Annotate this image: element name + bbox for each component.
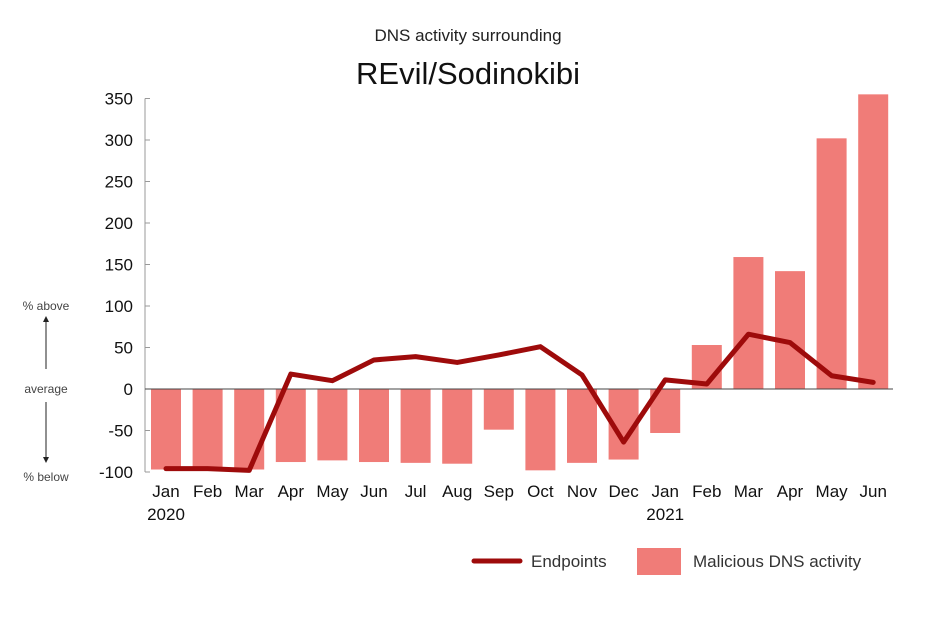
y-tick-label: 250: [105, 173, 133, 192]
bar-malicious-dns: [192, 389, 223, 470]
x-tick-label: Jul: [405, 482, 427, 501]
x-tick-label: Mar: [235, 482, 265, 501]
bar-malicious-dns: [234, 389, 265, 470]
x-axis: Jan Feb Mar Apr May Jun Jul Aug Sep Oct Nov Dec Jan F…: [145, 388, 893, 524]
bar-malicious-dns: [567, 389, 597, 463]
bar-malicious-dns: [317, 389, 348, 461]
x-tick-label: Oct: [527, 482, 554, 501]
y-tick-label: 0: [124, 380, 133, 399]
endpoints-line: [163, 331, 876, 473]
y-tick-label: -100: [99, 463, 133, 482]
legend-endpoints: Endpoints: [531, 552, 607, 571]
bar-malicious-dns: [816, 138, 847, 389]
bars: [151, 94, 889, 471]
arrow-up-head-icon: [43, 316, 49, 322]
legend-malicious-dns: Malicious DNS activity: [693, 552, 862, 571]
year-label: 2021: [646, 505, 684, 524]
bar-malicious-dns: [733, 257, 764, 389]
bar-malicious-dns: [442, 389, 473, 464]
side-annotation: % above average % below: [23, 299, 70, 484]
legend-bar-swatch: [637, 548, 681, 575]
bar-malicious-dns: [151, 389, 181, 470]
y-tick-label: 100: [105, 297, 133, 316]
arrow-down-head-icon: [43, 457, 49, 463]
x-tick-label: Jun: [360, 482, 387, 501]
chart-title: REvil/Sodinokibi: [356, 56, 580, 91]
x-tick-label: Mar: [734, 482, 764, 501]
y-tick-label: 50: [114, 339, 133, 358]
year-label: 2020: [147, 505, 185, 524]
x-tick-label: Dec: [608, 482, 639, 501]
bar-malicious-dns: [400, 389, 431, 463]
label-above: % above: [23, 299, 70, 313]
x-tick-label: Feb: [692, 482, 721, 501]
y-tick-label: 150: [105, 256, 133, 275]
y-axis: -100 -50 0 50 100 150 200 250 300 350: [99, 90, 150, 482]
x-tick-label: Apr: [777, 482, 804, 501]
x-tick-label: May: [816, 482, 849, 501]
x-tick-label: May: [316, 482, 349, 501]
y-tick-label: 200: [105, 214, 133, 233]
x-tick-label: Jan: [651, 482, 678, 501]
label-below: % below: [23, 470, 69, 484]
bar-malicious-dns: [483, 389, 514, 430]
x-tick-label: Apr: [278, 482, 305, 501]
y-tick-label: 350: [105, 90, 133, 109]
x-tick-label: Sep: [484, 482, 514, 501]
bar-malicious-dns: [858, 94, 889, 389]
legend: Endpoints Malicious DNS activity: [471, 548, 862, 575]
endpoints-series-line: [163, 331, 876, 473]
x-tick-label: Aug: [442, 482, 472, 501]
bar-malicious-dns: [525, 389, 556, 471]
y-tick-label: 300: [105, 131, 133, 150]
chart-subtitle: DNS activity surrounding: [374, 26, 561, 45]
x-tick-label: Feb: [193, 482, 222, 501]
x-tick-label: Jan: [152, 482, 179, 501]
label-average: average: [24, 382, 68, 396]
y-tick-label: -50: [108, 422, 133, 441]
bar-malicious-dns: [775, 271, 805, 389]
x-tick-label: Jun: [859, 482, 886, 501]
x-tick-label: Nov: [567, 482, 598, 501]
bar-malicious-dns: [359, 389, 389, 463]
